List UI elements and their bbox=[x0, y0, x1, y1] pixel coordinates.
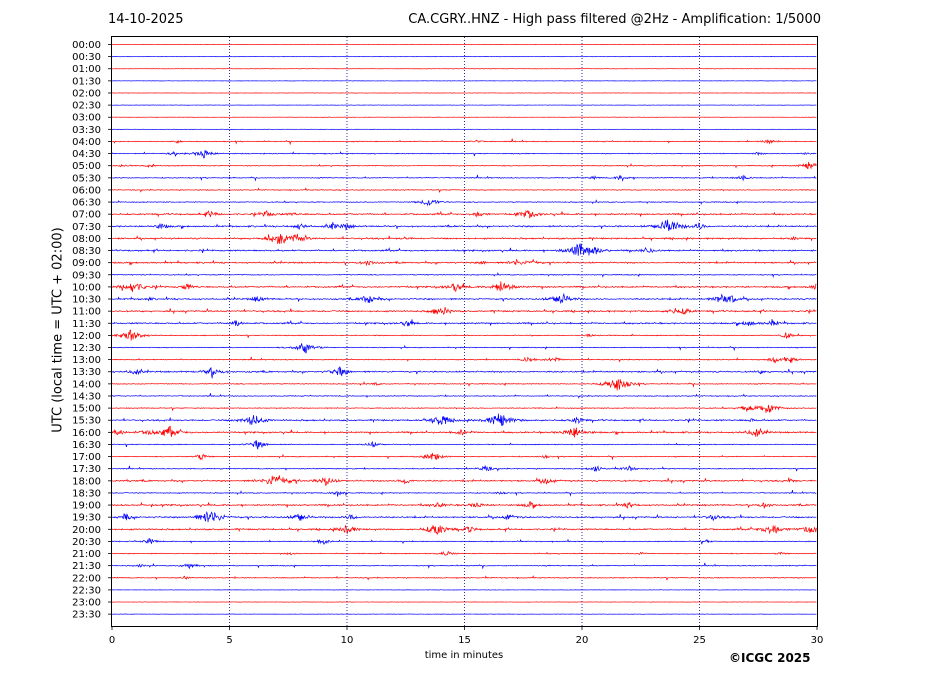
copyright-label: ©ICGC 2025 bbox=[729, 651, 811, 665]
row-tick-label: 02:30 bbox=[72, 101, 101, 112]
seismic-trace bbox=[111, 379, 817, 391]
row-tick-label: 09:00 bbox=[72, 258, 101, 269]
seismic-trace bbox=[111, 453, 817, 461]
row-tick-label: 14:00 bbox=[72, 379, 101, 390]
row-tick-label: 23:30 bbox=[72, 610, 101, 621]
row-tick-label: 21:30 bbox=[72, 561, 101, 572]
row-tick-label: 07:00 bbox=[72, 210, 101, 221]
seismic-trace bbox=[111, 490, 817, 497]
row-tick-label: 01:00 bbox=[72, 64, 101, 75]
row-tick-label: 07:30 bbox=[72, 222, 101, 233]
row-tick-label: 18:30 bbox=[72, 488, 101, 499]
row-tick-label: 21:00 bbox=[72, 549, 101, 560]
chart-title: CA.CGRY..HNZ - High pass filtered @2Hz -… bbox=[408, 12, 821, 27]
x-tick-label: 30 bbox=[811, 635, 824, 646]
seismic-trace bbox=[111, 150, 817, 159]
seismic-trace bbox=[111, 464, 817, 472]
seismic-trace bbox=[111, 138, 817, 146]
x-tick-label: 15 bbox=[458, 635, 471, 646]
x-axis-label: time in minutes bbox=[424, 650, 504, 661]
x-tick-label: 10 bbox=[341, 635, 354, 646]
row-tick-label: 16:30 bbox=[72, 440, 101, 451]
row-tick-label: 12:30 bbox=[72, 343, 101, 354]
row-tick-label: 11:00 bbox=[72, 307, 101, 318]
row-tick-label: 06:30 bbox=[72, 198, 101, 209]
row-tick-label: 17:30 bbox=[72, 464, 101, 475]
row-tick-label: 11:30 bbox=[72, 319, 101, 330]
seismic-trace bbox=[111, 413, 817, 427]
seismic-trace bbox=[111, 475, 817, 486]
row-tick-label: 03:30 bbox=[72, 125, 101, 136]
seismic-trace bbox=[111, 393, 817, 399]
row-tick-label: 08:30 bbox=[72, 246, 101, 257]
row-tick-label: 05:30 bbox=[72, 173, 101, 184]
row-tick-label: 00:00 bbox=[72, 40, 101, 51]
row-tick-label: 00:30 bbox=[72, 52, 101, 63]
plot-frame bbox=[111, 36, 818, 627]
row-tick-label: 10:30 bbox=[72, 295, 101, 306]
seismic-trace bbox=[111, 404, 817, 413]
row-tick-label: 12:00 bbox=[72, 331, 101, 342]
row-tick-label: 19:30 bbox=[72, 513, 101, 524]
date-label: 14-10-2025 bbox=[108, 12, 184, 27]
row-tick-label: 02:00 bbox=[72, 88, 101, 99]
seismic-trace bbox=[111, 318, 817, 327]
x-tick-label: 5 bbox=[226, 635, 232, 646]
row-tick-label: 03:00 bbox=[72, 113, 101, 124]
row-tick-label: 08:00 bbox=[72, 234, 101, 245]
row-tick-label: 05:00 bbox=[72, 161, 101, 172]
row-tick-label: 20:30 bbox=[72, 537, 101, 548]
trace-layer bbox=[111, 43, 817, 615]
row-tick-label: 09:30 bbox=[72, 270, 101, 281]
seismic-trace bbox=[111, 343, 817, 354]
row-tick-label: 23:00 bbox=[72, 598, 101, 609]
row-tick-label: 15:30 bbox=[72, 416, 101, 427]
x-tick-label: 20 bbox=[576, 635, 589, 646]
row-tick-label: 16:00 bbox=[72, 428, 101, 439]
row-tick-label: 20:00 bbox=[72, 525, 101, 536]
row-tick-label: 15:00 bbox=[72, 404, 101, 415]
row-tick-label: 06:00 bbox=[72, 185, 101, 196]
row-tick-label: 01:30 bbox=[72, 76, 101, 87]
row-tick-label: 22:00 bbox=[72, 573, 101, 584]
seismic-trace bbox=[111, 356, 817, 364]
x-tick-label: 25 bbox=[693, 635, 706, 646]
row-tick-label: 22:30 bbox=[72, 585, 101, 596]
seismic-trace bbox=[111, 329, 817, 341]
seismic-trace bbox=[111, 187, 817, 193]
row-tick-label: 18:00 bbox=[72, 476, 101, 487]
row-tick-label: 10:00 bbox=[72, 282, 101, 293]
row-tick-label: 13:30 bbox=[72, 367, 101, 378]
row-tick-label: 04:00 bbox=[72, 137, 101, 148]
seismic-trace bbox=[111, 243, 817, 256]
seismic-trace bbox=[111, 425, 817, 438]
row-tick-label: 13:00 bbox=[72, 355, 101, 366]
seismic-trace bbox=[111, 440, 817, 450]
row-tick-label: 04:30 bbox=[72, 149, 101, 160]
row-tick-label: 14:30 bbox=[72, 391, 101, 402]
row-tick-label: 19:00 bbox=[72, 501, 101, 512]
row-tick-label: 17:00 bbox=[72, 452, 101, 463]
grid-layer bbox=[229, 37, 700, 626]
x-tick-label: 0 bbox=[109, 635, 115, 646]
seismic-trace bbox=[111, 366, 817, 379]
seismic-trace bbox=[111, 292, 817, 305]
seismic-trace bbox=[111, 575, 817, 581]
seismic-trace bbox=[111, 161, 817, 170]
